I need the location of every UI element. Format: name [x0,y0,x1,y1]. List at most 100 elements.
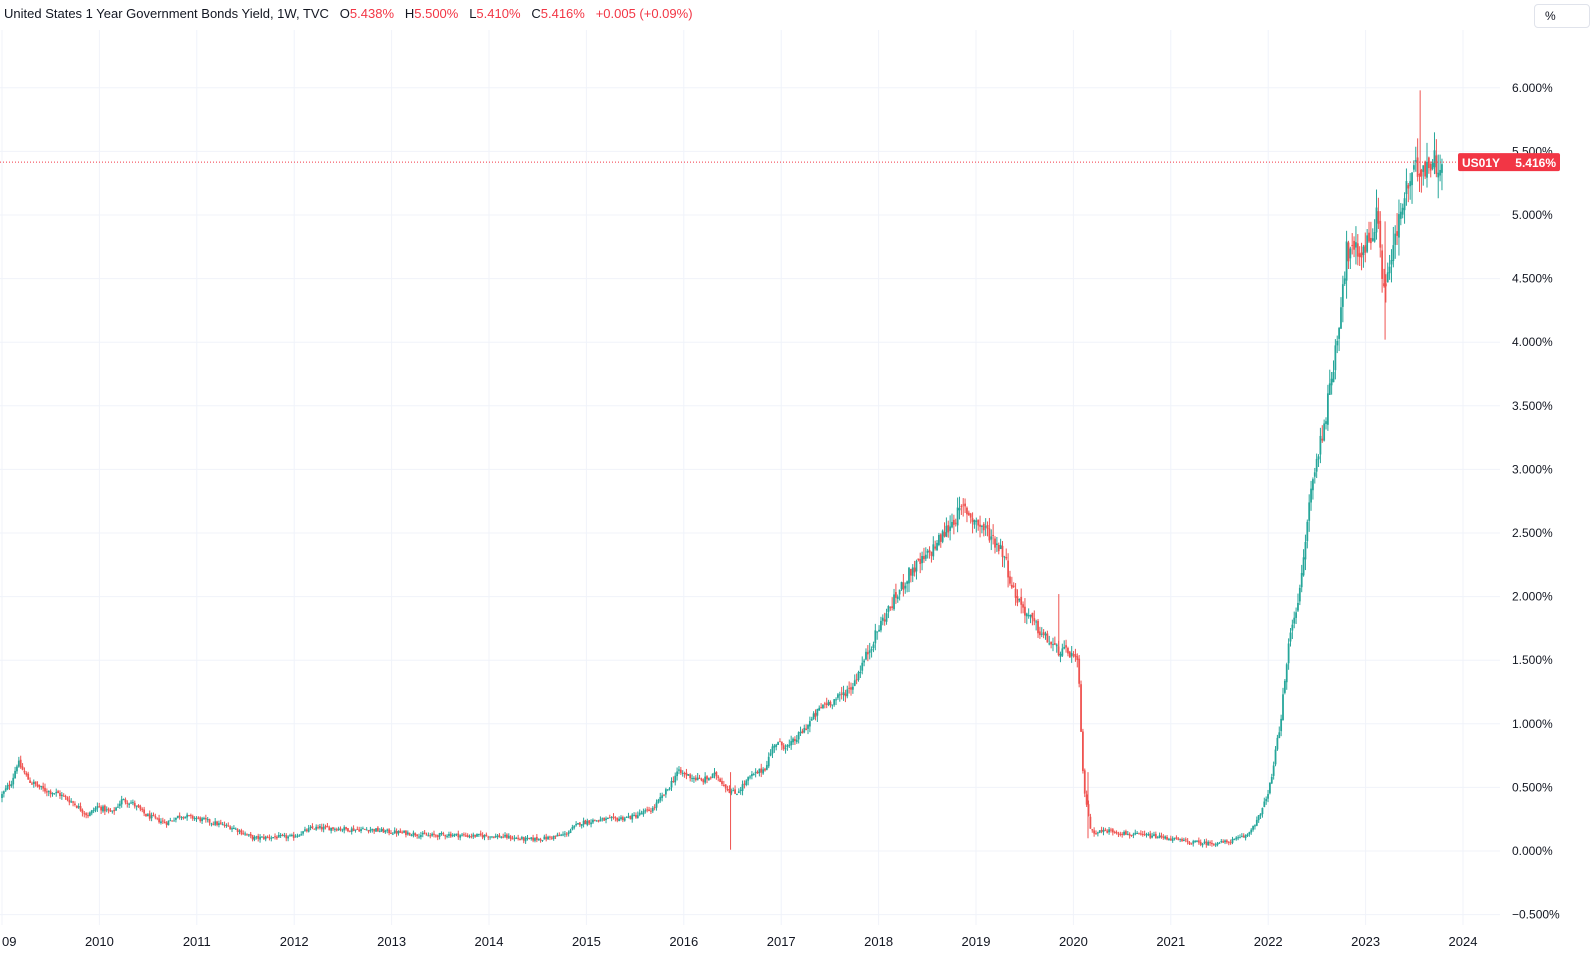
candle-body [648,809,650,812]
candle-body [773,745,776,748]
candle-body [820,707,822,709]
y-tick-label: 0.500% [1512,780,1553,794]
candle-body [837,694,839,698]
candle-body [840,693,843,695]
candle-body [764,768,766,771]
candle-body [627,816,630,818]
candle-body [135,805,138,807]
candle-body [838,694,841,696]
candle-body [77,806,80,808]
candle-body [1429,164,1432,171]
x-tick-label: 2018 [864,934,893,949]
candle-body [511,838,514,840]
candle-body [1003,556,1006,558]
candle-body [524,837,527,842]
candle-body [1063,646,1066,649]
candle-body [496,835,499,837]
candle-body [571,827,574,830]
candle-body [68,799,71,803]
candle-body [1401,207,1404,215]
candle-body [603,817,606,821]
percent-scale-button[interactable]: % [1534,4,1590,28]
candle-body [1338,328,1341,339]
candle-body [1426,161,1428,178]
legend-symbol[interactable]: United States 1 Year Government Bonds Yi… [4,6,329,21]
legend-close-value: 5.416% [540,6,585,21]
x-tick-label: 09 [2,934,16,949]
candle-body [150,815,153,819]
candle-body [595,820,598,822]
candle-body [1078,658,1081,684]
candle-body [335,829,338,831]
candle-body [902,582,905,590]
candle-body [1029,614,1032,617]
candle-body [27,773,30,780]
candle-body [1181,838,1183,841]
candle-body [1325,421,1327,425]
candle-body [709,777,712,779]
candle-body [691,778,693,780]
candle-body [930,551,933,556]
candle-body [1166,837,1168,840]
candle-body [449,833,452,837]
candle-body [734,789,736,794]
candle-body [743,783,746,785]
candle-body [693,777,695,779]
candle-body [687,773,690,776]
candle-body [154,816,157,818]
candle-body [541,840,544,842]
candle-body [315,826,318,830]
candle-body [1403,198,1406,211]
candle-body [356,828,359,830]
candle-body [971,518,974,522]
candle-body [16,766,18,772]
candle-body [921,555,923,564]
candle-body [621,817,624,820]
candle-body [328,827,331,831]
candle-body [896,596,899,599]
candle-body [57,791,60,794]
candle-body [1143,833,1146,835]
candle-body [827,701,830,705]
candle-body [330,827,333,831]
candle-body [1203,841,1206,843]
candle-body [1162,836,1165,838]
candle-body [1149,833,1152,838]
candle-body [894,592,897,598]
candle-body [975,520,978,522]
candle-body [805,728,808,731]
candle-body [713,772,716,775]
spike-candles [730,90,1421,850]
candle-body [623,818,626,821]
candle-body [1085,794,1088,805]
candle-body [189,814,192,816]
candle-body [167,820,170,826]
candle-body [547,836,549,840]
candle-body [212,824,215,826]
candle-body [741,784,744,791]
y-tick-label: 2.000% [1512,590,1553,604]
candle-body [47,790,50,793]
candle-body [1310,488,1312,503]
candle-body [391,833,394,835]
candle-body [1222,841,1225,843]
candle-body [339,828,342,830]
candle-body [476,834,478,837]
candle-body [814,712,817,717]
candle-body [904,585,907,589]
candle-body [881,617,884,621]
time-axis[interactable]: 09 2010 2011 2012 2013 2014 2015 2016 2017 2018 20… [2,934,1477,949]
candle-body [1083,770,1086,794]
candle-body [1250,829,1253,833]
candle-body [161,820,164,822]
price-axis[interactable]: 6.000%5.500%5.000%4.500%4.000%3.500%3.00… [1512,81,1560,922]
candle-body [1067,648,1069,654]
candle-body [1398,214,1400,238]
candle-body [1313,472,1316,477]
candle-body [32,781,35,784]
candle-body [62,795,65,797]
candle-body [464,835,467,837]
candle-body [956,507,959,526]
candle-body [730,790,733,794]
